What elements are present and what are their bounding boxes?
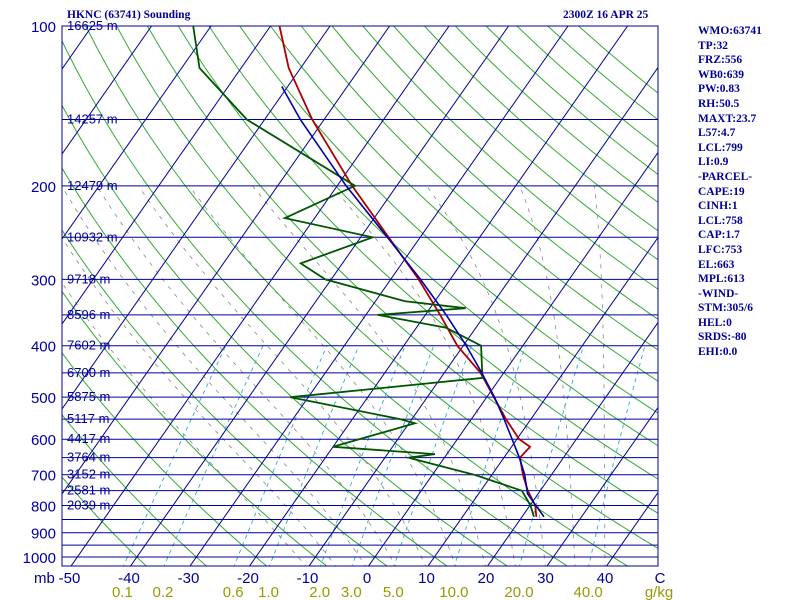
pressure-tick-label: 400 bbox=[31, 339, 56, 356]
sounding-profiles bbox=[193, 26, 544, 517]
sounding-index-line: RH:50.5 bbox=[698, 97, 798, 112]
height-label: 4417 m bbox=[67, 431, 110, 446]
height-label: 2039 m bbox=[67, 498, 110, 513]
height-label: 9718 m bbox=[67, 271, 110, 286]
sounding-index-line: LCL:799 bbox=[698, 141, 798, 156]
height-label: 5875 m bbox=[67, 389, 110, 404]
isotherm-line bbox=[367, 26, 747, 568]
sounding-station-title: HKNC (63741) Sounding bbox=[67, 9, 190, 21]
mixing-ratio-label: 3.0 bbox=[341, 584, 362, 600]
mixing-ratio-line bbox=[320, 346, 405, 569]
sounding-indices-panel: WMO:63741 TP:32 FRZ:556 WB0:639 PW:0.83 RH:50… bbox=[698, 24, 798, 360]
sounding-index-line: LFC:753 bbox=[698, 243, 798, 258]
sounding-index-line: -WIND- bbox=[698, 287, 798, 302]
moist-adiabat-line bbox=[138, 186, 426, 569]
pressure-tick-label: 900 bbox=[31, 526, 56, 543]
mixing-ratio-label: 0.1 bbox=[112, 584, 133, 600]
mixing-ratio-label: 40.0 bbox=[574, 584, 603, 600]
temperature-tick-label: -30 bbox=[178, 570, 200, 587]
skew-t-chart: 100200300400500600700800900100016625 m14… bbox=[0, 0, 800, 600]
sounding-index-line: STM:305/6 bbox=[698, 301, 798, 316]
sounding-index-line: LCL:758 bbox=[698, 214, 798, 229]
sounding-index-line: MPL:613 bbox=[698, 272, 798, 287]
height-label: 3764 m bbox=[67, 450, 110, 465]
temperature-tick-label: 20 bbox=[478, 570, 495, 587]
height-label: 10932 m bbox=[67, 229, 118, 244]
isotherm-line bbox=[0, 26, 33, 568]
pressure-tick-label: 300 bbox=[31, 272, 56, 289]
height-label: 12479 m bbox=[67, 178, 118, 193]
mixing-ratio-label: 0.6 bbox=[223, 584, 244, 600]
pressure-tick-label: 200 bbox=[31, 179, 56, 196]
temperature-tick-label: 0 bbox=[363, 570, 371, 587]
sounding-index-line: LI:0.9 bbox=[698, 155, 798, 170]
height-label: 6700 m bbox=[67, 365, 110, 380]
moist-adiabat-line bbox=[520, 186, 576, 569]
mixing-ratio-label: 2.0 bbox=[309, 584, 330, 600]
temperature-tick-label: 30 bbox=[537, 570, 554, 587]
mixing-ratio-line bbox=[122, 346, 225, 569]
dry-adiabat-line bbox=[55, 26, 571, 568]
pressure-unit-label: mb bbox=[34, 570, 55, 587]
pressure-tick-label: 800 bbox=[31, 499, 56, 516]
mixing-ratio-line bbox=[269, 346, 359, 569]
moist-adiabat-line bbox=[332, 186, 516, 569]
sounding-index-line: PW:0.83 bbox=[698, 82, 798, 97]
pressure-tick-label: 500 bbox=[31, 390, 56, 407]
height-label: 3152 m bbox=[67, 467, 110, 482]
sounding-index-line: TP:32 bbox=[698, 39, 798, 54]
height-label: 2581 m bbox=[67, 483, 110, 498]
mixing-ratio-label: 20.0 bbox=[504, 584, 533, 600]
mixing-ratio-line bbox=[351, 346, 433, 569]
pressure-tick-label: 700 bbox=[31, 468, 56, 485]
dry-adiabat-line bbox=[86, 26, 631, 568]
temperature-tick-label: 10 bbox=[418, 570, 435, 587]
sounding-index-line: EHI:0.0 bbox=[698, 345, 798, 360]
sounding-index-line: FRZ:556 bbox=[698, 53, 798, 68]
mixing-ratio-line bbox=[519, 346, 584, 569]
sounding-index-line: WB0:639 bbox=[698, 68, 798, 83]
sounding-index-line: L57:4.7 bbox=[698, 126, 798, 141]
mixing-ratio-label: 1.0 bbox=[258, 584, 279, 600]
moist-adiabat-line bbox=[97, 186, 397, 569]
sounding-index-line: EL:663 bbox=[698, 258, 798, 273]
mixing-ratio-line bbox=[233, 346, 327, 569]
sounding-index-line: -PARCEL- bbox=[698, 170, 798, 185]
sounding-index-line: CINH:1 bbox=[698, 199, 798, 214]
temperature-tick-label: -50 bbox=[59, 570, 81, 587]
pressure-tick-label: 100 bbox=[31, 19, 56, 36]
sounding-index-line: MAXT:23.7 bbox=[698, 112, 798, 127]
mixing-ratio-label: 5.0 bbox=[383, 584, 404, 600]
moist-adiabat-line bbox=[252, 186, 486, 569]
pressure-tick-label: 1000 bbox=[23, 550, 56, 567]
sounding-index-line: SRDS:-80 bbox=[698, 330, 798, 345]
sounding-index-line: CAPE:19 bbox=[698, 185, 798, 200]
mixing-ratio-unit-label: g/kg bbox=[645, 584, 673, 600]
isotherm-line bbox=[308, 26, 688, 568]
sounding-index-line: WMO:63741 bbox=[698, 24, 798, 39]
isotherm-line bbox=[0, 26, 271, 568]
sounding-index-line: HEL:0 bbox=[698, 316, 798, 331]
height-label: 5117 m bbox=[67, 411, 109, 426]
mixing-ratio-label: 0.2 bbox=[153, 584, 174, 600]
dry-adiabat-line bbox=[0, 26, 269, 568]
height-label: 8596 m bbox=[67, 307, 110, 322]
height-label: 14257 m bbox=[67, 112, 118, 127]
mixing-ratio-label: 10.0 bbox=[439, 584, 468, 600]
sounding-time: 2300Z 16 APR 25 bbox=[563, 9, 648, 21]
dewpoint-profile-line bbox=[193, 26, 534, 517]
height-label: 7602 m bbox=[67, 338, 110, 353]
background-lines bbox=[0, 26, 800, 568]
pressure-tick-label: 600 bbox=[31, 432, 56, 449]
sounding-index-line: CAP:1.7 bbox=[698, 228, 798, 243]
